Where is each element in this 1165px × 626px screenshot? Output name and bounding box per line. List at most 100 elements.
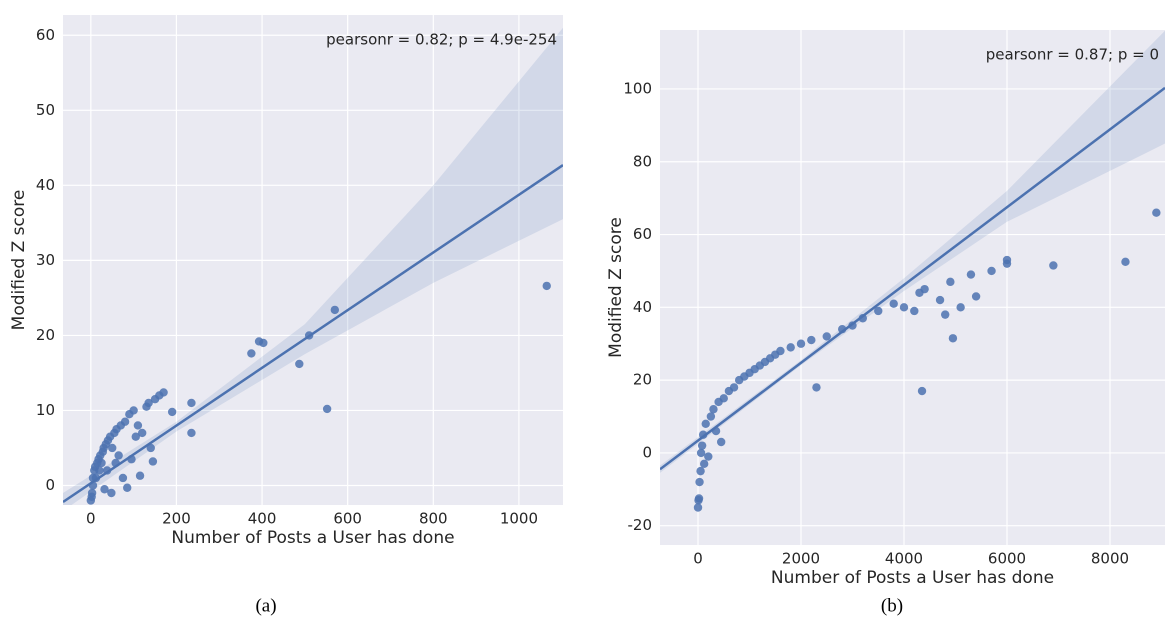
caption: (a) xyxy=(255,595,276,616)
point xyxy=(131,432,140,441)
plot-content xyxy=(63,27,563,505)
point xyxy=(1152,208,1161,217)
x-tick-label: 600 xyxy=(333,510,362,528)
point xyxy=(148,457,158,466)
point xyxy=(694,494,704,503)
x-tick-label: 4000 xyxy=(885,550,923,568)
point xyxy=(187,398,196,408)
point xyxy=(146,443,155,453)
point xyxy=(956,303,965,312)
point xyxy=(822,332,831,341)
point xyxy=(719,394,728,403)
point xyxy=(1121,257,1130,267)
y-tick-label: 10 xyxy=(36,401,55,419)
point xyxy=(971,292,981,301)
x-axis-label: Number of Posts a User has done xyxy=(771,568,1054,588)
y-axis-label: Modified Z score xyxy=(606,217,626,358)
point xyxy=(729,383,739,392)
point xyxy=(100,485,109,494)
point xyxy=(1002,255,1012,265)
point xyxy=(796,339,806,348)
y-tick-label: 30 xyxy=(36,251,55,269)
point xyxy=(716,437,726,447)
y-tick-label: 100 xyxy=(623,79,652,97)
point xyxy=(706,412,716,421)
point xyxy=(129,406,138,415)
x-tick-label: 0 xyxy=(693,550,703,568)
point xyxy=(910,306,919,316)
confidence-band xyxy=(660,30,1165,473)
plot-content xyxy=(660,30,1165,512)
point xyxy=(144,398,153,408)
point xyxy=(107,488,116,498)
y-axis-label: Modified Z score xyxy=(9,190,29,331)
point xyxy=(187,428,196,438)
point xyxy=(123,483,132,492)
regression-line xyxy=(660,86,1165,471)
point xyxy=(118,473,128,483)
point xyxy=(704,452,713,461)
y-tick-label: 60 xyxy=(633,225,652,243)
y-tick-label: 40 xyxy=(633,298,652,316)
point xyxy=(159,388,168,397)
point xyxy=(696,466,705,476)
point xyxy=(812,383,821,392)
point xyxy=(247,349,256,358)
y-tick-label: 80 xyxy=(633,152,652,170)
point xyxy=(699,459,709,469)
point xyxy=(709,405,718,414)
point xyxy=(167,407,177,417)
plot-area xyxy=(660,30,1165,545)
point xyxy=(807,335,816,345)
point xyxy=(776,346,785,356)
y-tick-label: 20 xyxy=(36,326,55,344)
point xyxy=(889,299,898,308)
point xyxy=(295,359,304,369)
y-tick-label: 20 xyxy=(633,371,652,389)
point xyxy=(966,270,976,279)
y-tick-label: 60 xyxy=(36,26,55,44)
point xyxy=(695,477,704,487)
point xyxy=(920,284,929,294)
x-tick-label: 2000 xyxy=(782,550,820,568)
point xyxy=(542,281,551,291)
point xyxy=(697,441,707,450)
y-tick-label: -20 xyxy=(628,516,653,534)
point xyxy=(120,417,130,426)
x-tick-label: 200 xyxy=(162,510,191,528)
x-axis-label: Number of Posts a User has done xyxy=(171,528,454,548)
point xyxy=(135,471,145,480)
x-tick-label: 0 xyxy=(86,510,96,528)
point xyxy=(899,303,909,312)
point xyxy=(133,421,143,430)
point xyxy=(917,386,927,396)
point xyxy=(95,466,104,475)
y-tick-label: 50 xyxy=(36,101,55,119)
point xyxy=(259,338,268,348)
point xyxy=(987,266,996,276)
regression-line xyxy=(63,164,563,504)
caption: (b) xyxy=(881,595,903,616)
point xyxy=(874,306,883,316)
confidence-band xyxy=(63,27,563,505)
point xyxy=(114,451,123,460)
y-tick-label: 0 xyxy=(45,476,55,494)
annotation: pearsonr = 0.87; p = 0 xyxy=(986,46,1159,64)
point xyxy=(696,448,706,458)
annotation: pearsonr = 0.82; p = 4.9e-254 xyxy=(326,31,557,49)
y-tick-label: 40 xyxy=(36,176,55,194)
point xyxy=(935,295,945,305)
point xyxy=(322,404,332,414)
point xyxy=(137,428,147,438)
point xyxy=(693,503,703,512)
point xyxy=(97,458,106,468)
x-tick-label: 6000 xyxy=(988,550,1026,568)
point xyxy=(948,334,958,343)
point xyxy=(701,419,710,429)
x-tick-label: 400 xyxy=(248,510,277,528)
point xyxy=(786,343,795,352)
point xyxy=(946,277,955,287)
x-tick-label: 800 xyxy=(419,510,448,528)
point xyxy=(330,305,340,315)
